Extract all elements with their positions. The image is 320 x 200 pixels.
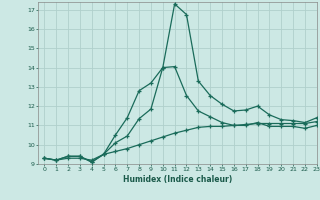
X-axis label: Humidex (Indice chaleur): Humidex (Indice chaleur) [123,175,232,184]
